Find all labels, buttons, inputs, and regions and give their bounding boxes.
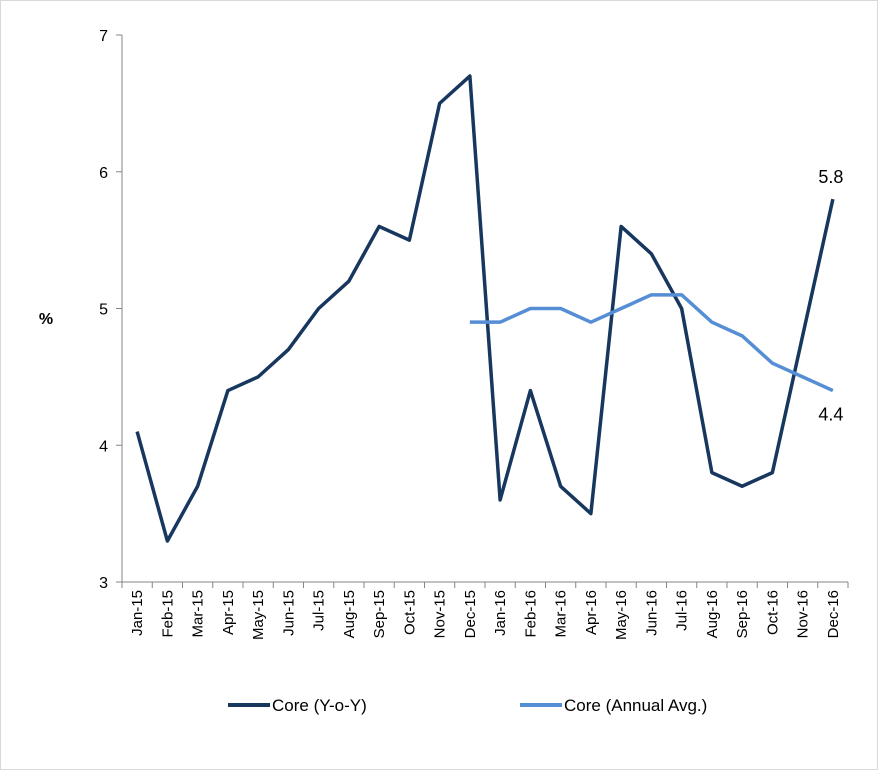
x-tick-label: Jan-16 xyxy=(492,590,509,636)
x-tick-label: Mar-15 xyxy=(190,590,207,638)
x-tick-label: Apr-15 xyxy=(220,590,237,635)
x-tick-label: Jun-15 xyxy=(280,590,297,636)
series-line xyxy=(135,74,835,543)
x-tick-label: Mar-16 xyxy=(553,590,570,638)
y-tick-label: 3 xyxy=(99,575,108,592)
x-tick-label: Sep-15 xyxy=(371,590,388,638)
y-tick-label: 7 xyxy=(99,28,108,45)
x-tick-label: Apr-16 xyxy=(583,590,600,635)
data-label: 4.4 xyxy=(818,405,843,425)
x-tick-label: Jul-16 xyxy=(674,590,691,631)
series-line xyxy=(469,293,834,393)
x-tick-label: Nov-16 xyxy=(795,590,812,638)
x-tick-label: Jan-15 xyxy=(129,590,146,636)
x-tick-label: Nov-15 xyxy=(432,590,449,638)
y-tick-label: 4 xyxy=(99,438,108,455)
x-tick-label: May-16 xyxy=(613,590,630,640)
y-axis-label: % xyxy=(39,311,53,328)
x-tick-label: Sep-16 xyxy=(734,590,751,638)
x-tick-label: Aug-15 xyxy=(341,590,358,638)
data-label: 5.8 xyxy=(818,167,843,187)
x-tick-label: May-15 xyxy=(250,590,267,640)
y-tick-label: 5 xyxy=(99,302,108,319)
x-tick-label: Aug-16 xyxy=(704,590,721,638)
x-tick-label: Oct-16 xyxy=(764,590,781,635)
x-tick-label: Feb-15 xyxy=(159,590,176,638)
x-tick-label: Jul-15 xyxy=(311,590,328,631)
legend-label: Core (Y-o-Y) xyxy=(272,696,367,715)
x-tick-label: Feb-16 xyxy=(522,590,539,638)
x-tick-label: Dec-15 xyxy=(462,590,479,638)
x-tick-label: Oct-15 xyxy=(401,590,418,635)
x-tick-label: Jun-16 xyxy=(643,590,660,636)
legend-label: Core (Annual Avg.) xyxy=(564,696,707,715)
x-tick-label: Dec-16 xyxy=(825,590,842,638)
y-tick-label: 6 xyxy=(99,165,108,182)
